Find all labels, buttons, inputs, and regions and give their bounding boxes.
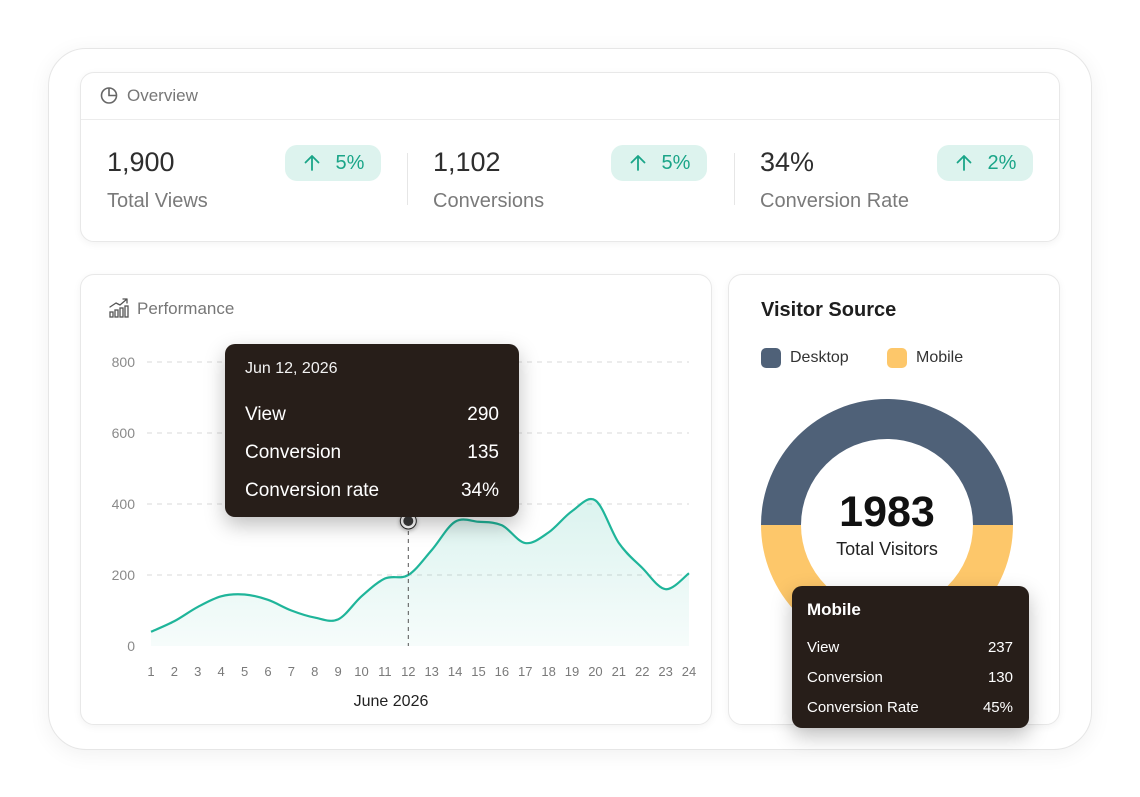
- legend-swatch: [761, 348, 781, 368]
- arrow-up-icon: [630, 155, 645, 171]
- y-tick-label: 600: [112, 425, 136, 441]
- y-tick-label: 400: [112, 496, 136, 512]
- overview-header: Overview: [81, 73, 1059, 120]
- tooltip-value: 130: [987, 669, 1013, 686]
- visitor-source-title: Visitor Source: [761, 299, 897, 321]
- y-tick-label: 0: [127, 638, 135, 654]
- stat-label: Total Views: [107, 190, 208, 212]
- stat-label: Conversions: [433, 190, 545, 212]
- stat-value: 1,900: [107, 147, 175, 177]
- change-badge: 2%: [937, 145, 1033, 181]
- y-tick-label: 800: [112, 354, 136, 370]
- donut-segment-desktop[interactable]: [761, 399, 1013, 525]
- y-tick-label: 200: [112, 567, 136, 583]
- tooltip-value: 135: [467, 442, 499, 463]
- overview-title: Overview: [127, 86, 198, 105]
- x-tick-label: 11: [378, 664, 392, 679]
- stat-value: 1,102: [433, 147, 501, 177]
- change-value: 2%: [987, 151, 1017, 174]
- tooltip-row: Conversion rate 34%: [245, 480, 499, 502]
- tooltip-label: Conversion: [245, 442, 342, 463]
- tooltip-label: Conversion rate: [245, 480, 380, 501]
- tooltip-value: 34%: [460, 480, 499, 501]
- tooltip-title: Mobile: [807, 600, 861, 619]
- tooltip-label: Conversion Rate: [807, 699, 919, 716]
- x-tick-label: 12: [401, 664, 415, 679]
- tooltip-date: Jun 12, 2026: [245, 360, 338, 377]
- arrow-up-icon: [304, 155, 319, 171]
- x-tick-label: 3: [194, 664, 201, 679]
- series-line: [150, 498, 690, 633]
- chart-tooltip: Jun 12, 2026 View 290 Conversion 135 Con…: [225, 344, 519, 517]
- x-tick-label: 9: [335, 664, 342, 679]
- stat-total-views: 1,900 Total Views 5%: [81, 119, 407, 241]
- x-tick-label: 21: [612, 664, 626, 679]
- legend-label: Desktop: [790, 349, 849, 366]
- x-tick-label: 16: [495, 664, 509, 679]
- tooltip-row: Conversion 135: [245, 442, 499, 464]
- legend-swatch: [887, 348, 907, 368]
- change-value: 5%: [661, 151, 691, 174]
- tooltip-value: 290: [467, 404, 499, 425]
- x-tick-label: 2: [171, 664, 178, 679]
- x-tick-label: 20: [588, 664, 602, 679]
- x-tick-label: 22: [635, 664, 649, 679]
- tooltip-row: View 290: [245, 404, 499, 426]
- x-tick-label: 8: [311, 664, 318, 679]
- bar-chart-trend-icon: [109, 298, 129, 318]
- legend-item-desktop[interactable]: Desktop: [761, 348, 849, 368]
- tooltip-row: View 237: [807, 639, 1013, 656]
- change-badge: 5%: [285, 145, 381, 181]
- x-axis-title: June 2026: [354, 693, 429, 710]
- legend-item-mobile[interactable]: Mobile: [887, 348, 963, 368]
- tooltip-label: View: [807, 639, 840, 656]
- tooltip-value: 45%: [982, 699, 1013, 716]
- legend-label: Mobile: [916, 349, 964, 366]
- x-tick-label: 5: [241, 664, 248, 679]
- stat-label: Conversion Rate: [760, 190, 909, 212]
- series-area: [151, 498, 689, 646]
- divider: [407, 153, 408, 205]
- x-tick-label: 23: [658, 664, 672, 679]
- stat-conversion-rate: 34% Conversion Rate 2%: [734, 119, 1059, 241]
- pie-chart-icon: [100, 87, 118, 104]
- x-tick-label: 17: [518, 664, 532, 679]
- tooltip-label: View: [245, 404, 286, 425]
- performance-title: Performance: [137, 299, 235, 318]
- donut-tooltip: Mobile View 237 Conversion 130 Conversio…: [792, 586, 1029, 728]
- tooltip-label: Conversion: [807, 669, 883, 686]
- total-visitors-label: Total Visitors: [836, 539, 938, 559]
- divider: [734, 153, 735, 205]
- x-tick-label: 10: [354, 664, 368, 679]
- stat-value: 34%: [760, 147, 815, 177]
- x-tick-label: 7: [288, 664, 295, 679]
- tooltip-row: Conversion Rate 45%: [807, 699, 1013, 716]
- x-tick-label: 18: [541, 664, 555, 679]
- x-tick-label: 6: [264, 664, 271, 679]
- x-tick-label: 4: [218, 664, 225, 679]
- x-tick-label: 19: [565, 664, 579, 679]
- x-tick-label: 15: [471, 664, 485, 679]
- overview-card: Overview 1,900 Total Views 5% 1,102 Conv…: [80, 72, 1060, 242]
- arrow-up-icon: [956, 155, 971, 171]
- x-tick-label: 1: [147, 664, 154, 679]
- stat-conversions: 1,102 Conversions 5%: [407, 119, 733, 241]
- highlight-point-inner: [403, 516, 414, 526]
- tooltip-value: 237: [987, 639, 1013, 656]
- change-value: 5%: [335, 151, 365, 174]
- change-badge: 5%: [611, 145, 707, 181]
- x-tick-label: 14: [448, 664, 462, 679]
- x-tick-label: 13: [424, 664, 438, 679]
- tooltip-row: Conversion 130: [807, 669, 1013, 686]
- x-tick-label: 24: [682, 664, 696, 679]
- total-visitors-value: 1983: [839, 488, 935, 536]
